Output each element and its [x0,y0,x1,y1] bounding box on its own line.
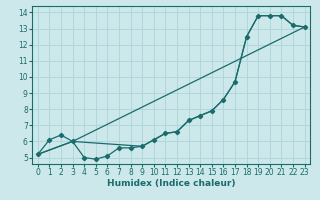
X-axis label: Humidex (Indice chaleur): Humidex (Indice chaleur) [107,179,236,188]
